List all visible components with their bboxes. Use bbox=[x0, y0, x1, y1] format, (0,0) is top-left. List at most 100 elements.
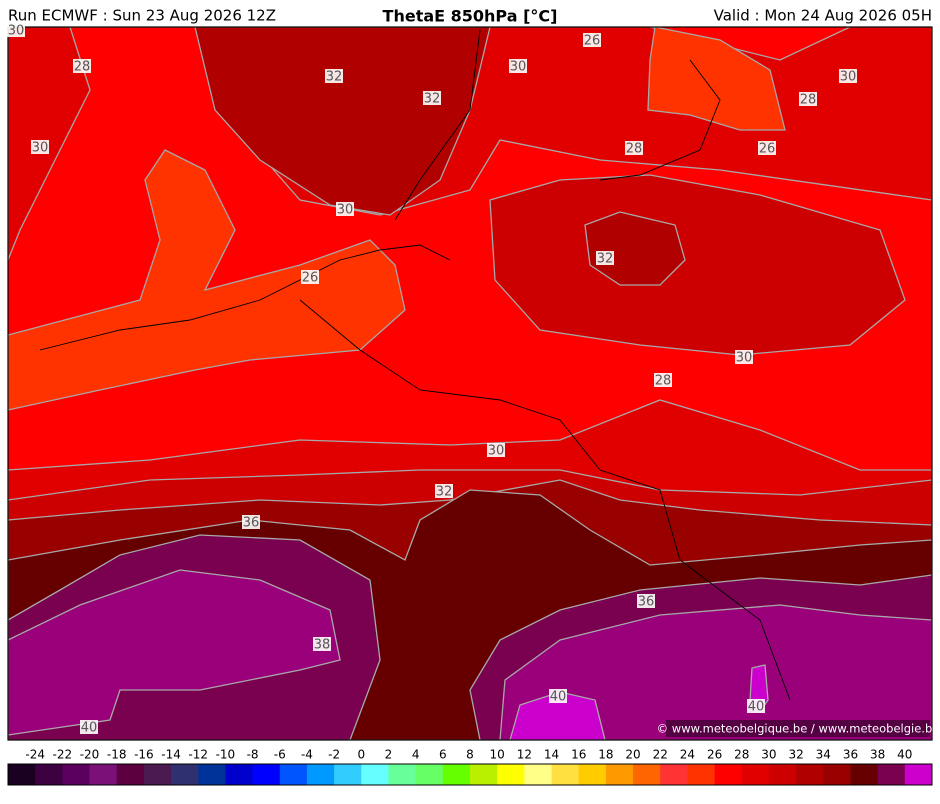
colorbar-swatch bbox=[279, 764, 308, 785]
colorbar-label: 40 bbox=[897, 748, 912, 762]
field-26-28-west bbox=[8, 149, 406, 411]
contour-label-bg bbox=[625, 141, 643, 155]
field-40-east bbox=[499, 604, 932, 740]
colorbar-swatch bbox=[252, 764, 281, 785]
contour-label-text: 30 bbox=[337, 203, 354, 218]
colorbar-swatch bbox=[89, 764, 118, 785]
colorbar-swatch bbox=[388, 764, 417, 785]
colorbar-swatch bbox=[198, 764, 226, 785]
colorbar-swatch bbox=[35, 764, 63, 785]
field-32-34-east bbox=[584, 211, 686, 286]
colorbar-swatch bbox=[605, 764, 634, 785]
contour-label: 40 bbox=[549, 689, 567, 705]
colorbar-swatch bbox=[850, 764, 879, 785]
colorbar-label: 34 bbox=[816, 748, 831, 762]
colorbar: -24 -22 -20 -18 -16 -14 -12 -10 -8 -6 -4 -2 0 2 4 6 8 10 1… bbox=[7, 748, 933, 786]
colorbar-label: -20 bbox=[80, 748, 100, 762]
contour-label-bg bbox=[313, 637, 331, 651]
colorbar-label: 16 bbox=[571, 748, 586, 762]
contour-label: 30 bbox=[839, 69, 857, 85]
colorbar-label: 8 bbox=[466, 748, 474, 762]
contour-label-text: 28 bbox=[74, 60, 91, 75]
colorbar-label: 18 bbox=[598, 748, 613, 762]
contour-label-text: 32 bbox=[436, 485, 453, 500]
colorbar-swatch bbox=[116, 764, 145, 785]
contour-label: 30 bbox=[735, 350, 753, 366]
colorbar-label: 26 bbox=[707, 748, 722, 762]
contour-label: 28 bbox=[654, 373, 672, 389]
contour-label-bg bbox=[549, 689, 567, 703]
contour-label-bg bbox=[839, 69, 857, 83]
contour-label-bg bbox=[7, 23, 25, 37]
colorbar-swatch bbox=[660, 764, 688, 785]
contour-label-bg bbox=[799, 92, 817, 106]
colorbar-label: 38 bbox=[870, 748, 885, 762]
contour-label-bg bbox=[735, 350, 753, 364]
colorbar-swatch bbox=[497, 764, 525, 785]
contour-label-text: 30 bbox=[8, 24, 25, 39]
contour-label: 32 bbox=[423, 91, 441, 107]
contour-label-text: 32 bbox=[326, 70, 343, 85]
contour-label-text: 32 bbox=[597, 252, 614, 267]
colorbar-swatch bbox=[741, 764, 770, 785]
colorbar-label: 14 bbox=[544, 748, 559, 762]
contour-label: 28 bbox=[73, 59, 91, 75]
colorbar-swatch bbox=[768, 764, 797, 785]
colorbar-swatch bbox=[687, 764, 716, 785]
contour-label-bg bbox=[73, 59, 91, 73]
colorbar-label: -16 bbox=[134, 748, 154, 762]
map bbox=[7, 26, 933, 741]
contour-label-text: 26 bbox=[584, 34, 601, 49]
colorbar-swatch bbox=[551, 764, 580, 785]
colorbar-swatch bbox=[361, 764, 389, 785]
contour-label-text: 40 bbox=[81, 721, 98, 736]
colorbar-swatch bbox=[62, 764, 91, 785]
contour-label-text: 26 bbox=[302, 271, 319, 286]
map-frame bbox=[7, 26, 933, 741]
colorbar-label: 10 bbox=[490, 748, 505, 762]
contour-label: 40 bbox=[80, 720, 98, 736]
field-32-34-north bbox=[194, 27, 491, 216]
colorbar-label: -24 bbox=[25, 748, 45, 762]
run-info: Run ECMWF : Sun 23 Aug 2026 12Z bbox=[8, 7, 276, 25]
colorbar-label: -4 bbox=[301, 748, 313, 762]
contour-label-bg bbox=[31, 140, 49, 154]
colorbar-swatch bbox=[796, 764, 824, 785]
contour-label-bg bbox=[336, 202, 354, 216]
colorbar-swatch bbox=[633, 764, 661, 785]
contour-label-text: 40 bbox=[748, 700, 765, 715]
colorbar-label: 12 bbox=[517, 748, 532, 762]
colorbar-swatch bbox=[714, 764, 743, 785]
colorbar-swatch bbox=[171, 764, 199, 785]
colorbar-label: -22 bbox=[53, 748, 73, 762]
colorbar-label: 36 bbox=[843, 748, 858, 762]
field-26-28-northeast bbox=[647, 27, 786, 131]
contour-label-bg bbox=[301, 270, 319, 284]
contour-label-text: 40 bbox=[550, 690, 567, 705]
contour-label-bg bbox=[637, 594, 655, 608]
contour-label-bg bbox=[435, 484, 453, 498]
contour-label: 30 bbox=[336, 202, 354, 218]
colorbar-label: 4 bbox=[412, 748, 420, 762]
contour-label-text: 32 bbox=[424, 92, 441, 107]
contour-label-bg bbox=[596, 251, 614, 265]
contour-label-text: 30 bbox=[510, 60, 527, 75]
contour-label: 32 bbox=[596, 251, 614, 267]
colorbar-label: 32 bbox=[788, 748, 803, 762]
colorbar-swatch bbox=[415, 764, 444, 785]
colorbar-label: -8 bbox=[247, 748, 259, 762]
map-title: ThetaE 850hPa [°C] bbox=[383, 7, 558, 26]
colorbar-swatch bbox=[143, 764, 172, 785]
contour-label-text: 30 bbox=[736, 351, 753, 366]
contour-label-bg bbox=[325, 69, 343, 83]
contour-label-text: 30 bbox=[488, 444, 505, 459]
contour-label: 30 bbox=[509, 59, 527, 75]
contour-label: 32 bbox=[325, 69, 343, 85]
colorbar-label: 0 bbox=[357, 748, 365, 762]
valid-info: Valid : Mon 24 Aug 2026 05H bbox=[714, 7, 932, 25]
contour-label-text: 36 bbox=[243, 516, 260, 531]
contour-label-text: 38 bbox=[314, 638, 331, 653]
contour-label-bg bbox=[242, 515, 260, 529]
colorbar-label: -10 bbox=[216, 748, 236, 762]
contour-label-bg bbox=[423, 91, 441, 105]
